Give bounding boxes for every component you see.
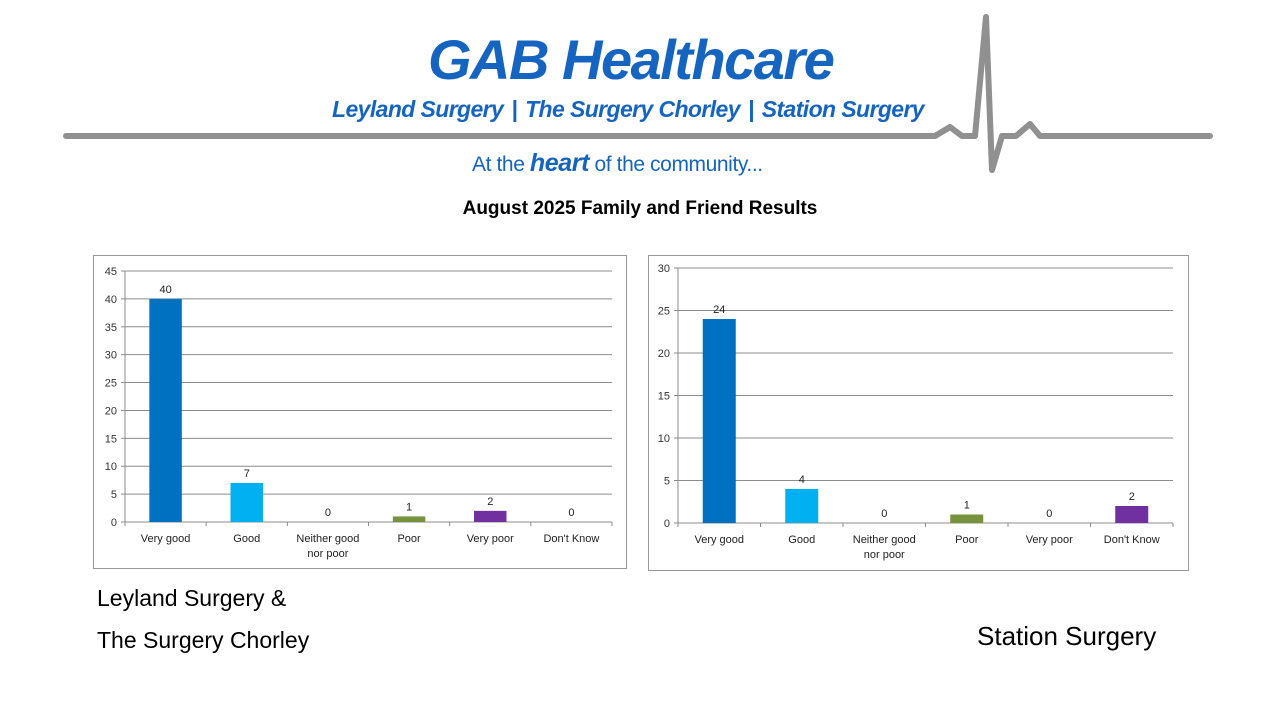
gridlines — [678, 267, 1173, 481]
category-label: Poor — [955, 534, 979, 546]
y-tick-label: 5 — [111, 489, 117, 501]
bar — [785, 489, 819, 523]
practice-list: Leyland Surgery | The Surgery Chorley | Stat… — [332, 94, 952, 124]
practice-station: Station Surgery — [761, 96, 925, 122]
bar — [702, 319, 736, 523]
category-label: Neither good nor poor — [853, 534, 916, 561]
bar — [230, 482, 263, 522]
category-label: Very good — [694, 534, 744, 546]
heartbeat-line-graphic — [63, 14, 1213, 173]
data-label: 2 — [1129, 491, 1135, 503]
report-title: August 2025 Family and Friend Results — [462, 198, 818, 219]
data-label: 1 — [964, 500, 970, 512]
chart-frame — [93, 255, 627, 569]
practice-leyland: Leyland Surgery — [332, 96, 504, 122]
chart-frame — [648, 255, 1189, 571]
data-label: 0 — [568, 507, 574, 519]
tagline-emphasis: heart — [529, 149, 590, 177]
data-label: 4 — [799, 474, 805, 486]
y-tick-label: 30 — [658, 263, 670, 275]
category-label: Very poor — [467, 533, 514, 545]
y-tick-label: 20 — [105, 405, 117, 417]
practice-separator: | — [511, 96, 518, 122]
tagline-start: At the — [472, 153, 525, 176]
category-label: Don't Know — [543, 533, 599, 545]
data-label: 24 — [713, 304, 725, 316]
gridlines — [125, 270, 612, 495]
left-chart-caption-line2: The Surgery Chorley — [97, 627, 310, 653]
left-chart-caption-line1: Leyland Surgery & — [97, 585, 287, 611]
data-label: 0 — [1046, 508, 1052, 520]
data-label: 7 — [244, 468, 250, 480]
y-tick-label: 0 — [664, 518, 670, 530]
y-tick-label: 10 — [658, 433, 670, 445]
bars: 24 4 0 1 0 2 — [702, 304, 1149, 523]
category-label: Very poor — [1026, 534, 1073, 546]
category-label: Very good — [141, 533, 191, 545]
y-tick-label: 15 — [658, 391, 670, 403]
tagline: At the heart of the community... — [472, 148, 763, 180]
bar — [149, 298, 182, 522]
tagline-end: of the community... — [594, 153, 763, 176]
category-labels: Very good Good Neither good nor poor Poor Ver… — [694, 534, 1159, 561]
bars: 40 7 0 1 2 0 — [149, 284, 574, 522]
y-tick-label: 20 — [658, 348, 670, 360]
right-chart-caption: Station Surgery — [977, 621, 1157, 651]
data-label: 2 — [487, 496, 493, 508]
data-label: 0 — [881, 508, 887, 520]
category-label: Don't Know — [1104, 534, 1160, 546]
y-tick-label: 40 — [105, 294, 117, 306]
y-tick-label: 10 — [105, 461, 117, 473]
y-tick-label: 0 — [111, 517, 117, 529]
data-label: 1 — [406, 501, 412, 513]
y-tick-label: 35 — [105, 322, 117, 334]
practice-separator: | — [747, 96, 754, 122]
bar — [1115, 506, 1149, 523]
category-label: Poor — [397, 533, 421, 545]
category-label: Good — [233, 533, 260, 545]
category-label: Good — [788, 534, 815, 546]
y-tick-label: 45 — [105, 266, 117, 278]
category-labels: Very good Good Neither good nor poor Poor Ver… — [141, 533, 600, 560]
y-tick-label: 5 — [664, 476, 670, 488]
bar — [950, 514, 984, 523]
y-tick-label: 30 — [105, 350, 117, 362]
practice-chorley: The Surgery Chorley — [525, 96, 740, 122]
data-label: 0 — [325, 507, 331, 519]
data-label: 40 — [159, 284, 171, 296]
brand-logo-text: GAB Healthcare — [428, 28, 835, 91]
category-label: Neither good nor poor — [296, 533, 359, 560]
bar — [474, 510, 507, 522]
bar — [392, 516, 426, 522]
y-tick-label: 15 — [105, 433, 117, 445]
y-tick-label: 25 — [658, 306, 670, 318]
y-tick-label: 25 — [105, 378, 117, 390]
